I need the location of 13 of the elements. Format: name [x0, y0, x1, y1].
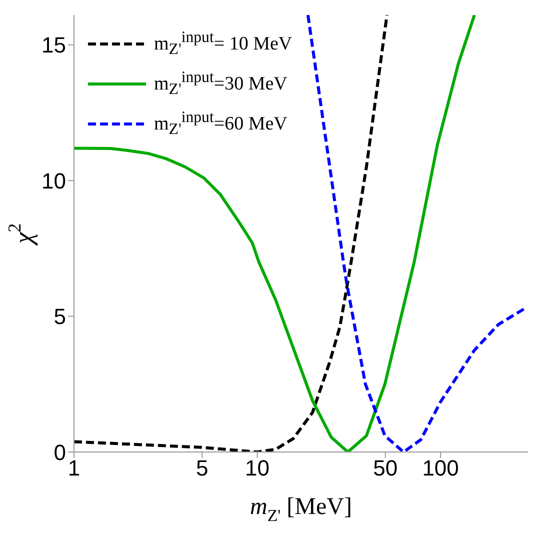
- legend-label: m$_{Z'}$$^{input}$=30 MeV: [154, 68, 288, 100]
- legend-label: m$_{Z'}$$^{input}$=60 MeV: [154, 108, 288, 140]
- x-tick-label: 10: [245, 456, 270, 481]
- x-axis-title: m$_{Z'}$ [MeV]: [250, 494, 352, 526]
- y-tick-label: 15: [42, 32, 66, 58]
- x-tick-label: 5: [196, 456, 208, 481]
- x-tick-label: 100: [422, 456, 459, 481]
- y-tick-label: 0: [54, 440, 66, 465]
- y-tick-label: 10: [42, 168, 66, 194]
- legend-label: m$_{Z'}$$^{input}$= 10 MeV: [154, 28, 292, 60]
- x-tick-label: 50: [373, 456, 398, 481]
- y-tick-label: 5: [54, 304, 66, 330]
- x-tick-label: 1: [68, 456, 80, 481]
